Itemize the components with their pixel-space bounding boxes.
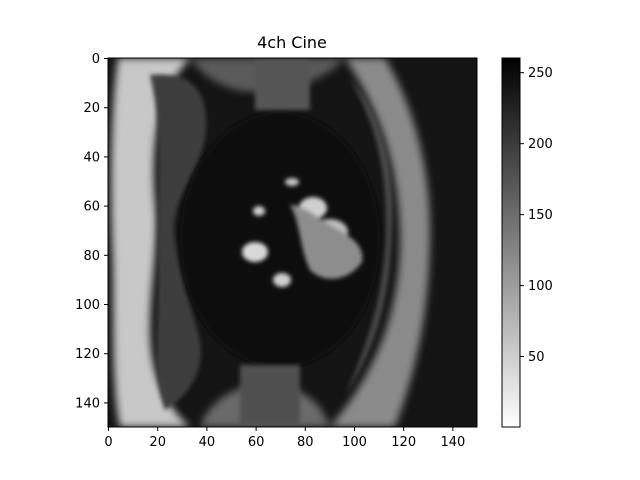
plot-frame	[107, 57, 478, 428]
x-tick-label: 60	[248, 435, 265, 450]
colorbar-tick-label: 150	[528, 208, 553, 223]
x-tick-label: 120	[391, 435, 416, 450]
chart-title: 4ch Cine	[257, 33, 327, 52]
body-wall-left	[111, 58, 190, 427]
vessel-5	[253, 206, 265, 216]
body-wall-right	[330, 58, 430, 427]
vessel-4	[273, 273, 291, 287]
y-tick-label: 60	[83, 200, 100, 215]
muscle-layer-left	[150, 74, 207, 411]
y-tick-label: 100	[75, 298, 100, 313]
x-tick-label: 80	[297, 435, 314, 450]
y-tick-label: 40	[83, 150, 100, 165]
colorbar-tick-label: 200	[528, 137, 553, 152]
y-tick-label: 80	[83, 249, 100, 264]
y-tick-label: 120	[75, 347, 100, 362]
y-tick-label: 20	[83, 101, 100, 116]
x-tick-label: 40	[199, 435, 216, 450]
colorbar-tick-label: 50	[528, 350, 545, 365]
colorbar-axis: 50 100 150 200 250	[520, 66, 553, 365]
bottom-structure	[240, 365, 300, 425]
colorbar-tick-label: 100	[528, 279, 553, 294]
x-axis: 0 20 40 60 80 100 120 140	[104, 427, 465, 450]
muscle-layer-right	[345, 80, 393, 395]
thoracic-cavity	[180, 112, 380, 368]
y-axis: 0 20 40 60 80 100 120 140	[75, 52, 108, 411]
x-tick-label: 140	[440, 435, 465, 450]
y-tick-label: 0	[92, 52, 100, 67]
heatmap-image	[108, 58, 477, 427]
colorbar-tick-label: 250	[528, 66, 553, 81]
y-tick-label: 140	[75, 396, 100, 411]
x-tick-label: 100	[342, 435, 367, 450]
colorbar	[501, 57, 521, 428]
top-structure	[255, 60, 310, 110]
vessel-6	[285, 178, 299, 186]
x-tick-label: 0	[104, 435, 112, 450]
x-tick-label: 20	[149, 435, 166, 450]
vessel-3	[242, 242, 268, 262]
ventricle	[290, 205, 363, 279]
